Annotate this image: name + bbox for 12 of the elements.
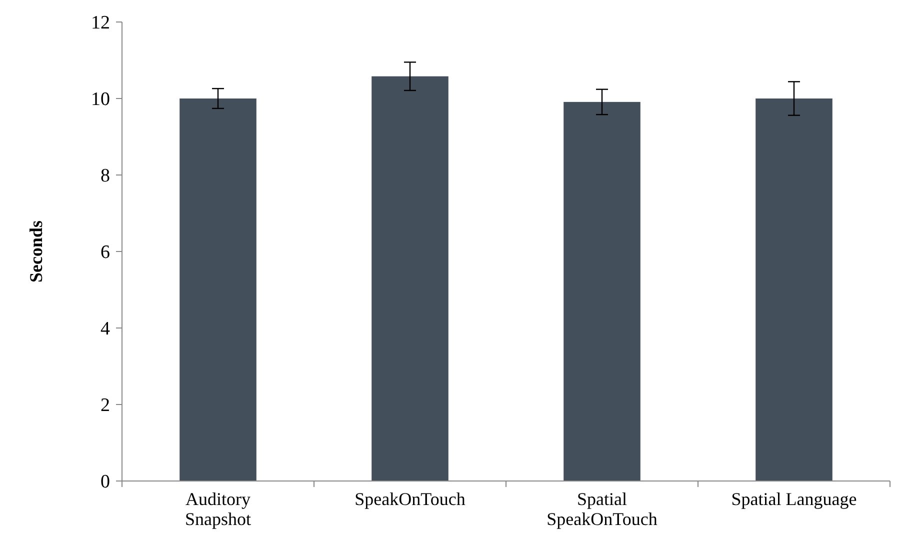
y-tick-label: 10 (91, 89, 110, 110)
y-tick-label: 8 (100, 166, 110, 187)
y-tick-label: 4 (100, 318, 110, 340)
x-tick-label: Auditory Snapshot (184, 489, 252, 529)
y-tick-label: 2 (100, 395, 110, 416)
y-tick-label: 12 (91, 12, 110, 34)
y-tick-label: 0 (100, 472, 110, 493)
x-tick-label: Spatial SpeakOnTouch (546, 489, 658, 529)
x-tick-label: Spatial Language (731, 489, 857, 509)
y-axis-title: Seconds (26, 220, 46, 283)
y-tick-label: 6 (100, 242, 110, 264)
x-tick-label: SpeakOnTouch (354, 489, 466, 509)
